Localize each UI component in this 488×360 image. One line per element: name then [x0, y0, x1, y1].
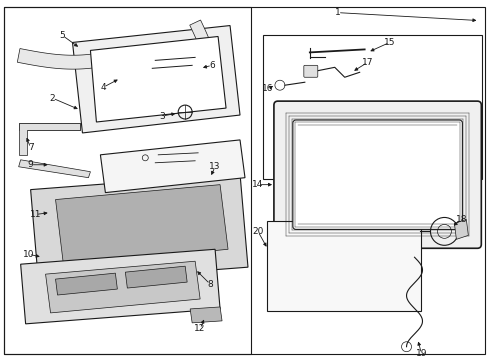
- Polygon shape: [19, 123, 81, 130]
- Polygon shape: [17, 49, 115, 69]
- Polygon shape: [189, 20, 218, 108]
- Text: 15: 15: [383, 38, 394, 47]
- Text: 3: 3: [159, 112, 165, 121]
- Text: 1: 1: [334, 8, 340, 17]
- FancyBboxPatch shape: [303, 65, 317, 77]
- Text: 6: 6: [209, 61, 215, 70]
- Polygon shape: [72, 26, 240, 133]
- FancyBboxPatch shape: [292, 120, 462, 229]
- Bar: [263, 35, 481, 179]
- Text: 9: 9: [28, 160, 33, 169]
- FancyBboxPatch shape: [273, 101, 480, 248]
- Polygon shape: [19, 123, 81, 155]
- Text: 4: 4: [101, 83, 106, 92]
- Polygon shape: [31, 174, 247, 283]
- Text: 13: 13: [209, 162, 221, 171]
- Text: 11: 11: [30, 210, 41, 219]
- Polygon shape: [90, 36, 225, 122]
- Text: 14: 14: [252, 180, 263, 189]
- Polygon shape: [45, 261, 200, 313]
- Polygon shape: [56, 273, 117, 295]
- Text: 10: 10: [23, 250, 34, 259]
- Polygon shape: [100, 140, 244, 193]
- Text: 12: 12: [194, 324, 205, 333]
- Text: 19: 19: [415, 349, 427, 358]
- Text: 8: 8: [207, 280, 213, 289]
- Bar: [266, 221, 421, 311]
- Polygon shape: [56, 185, 227, 265]
- Polygon shape: [20, 249, 220, 324]
- Polygon shape: [190, 307, 222, 323]
- Polygon shape: [19, 160, 90, 178]
- Polygon shape: [453, 220, 468, 239]
- Text: 2: 2: [50, 94, 55, 103]
- Text: 5: 5: [60, 31, 65, 40]
- Text: 17: 17: [361, 58, 373, 67]
- Text: 7: 7: [28, 143, 33, 152]
- Text: 20: 20: [252, 227, 263, 236]
- Text: 18: 18: [455, 215, 466, 224]
- Text: 16: 16: [262, 84, 273, 93]
- Bar: [4, 7, 250, 354]
- Polygon shape: [125, 266, 187, 288]
